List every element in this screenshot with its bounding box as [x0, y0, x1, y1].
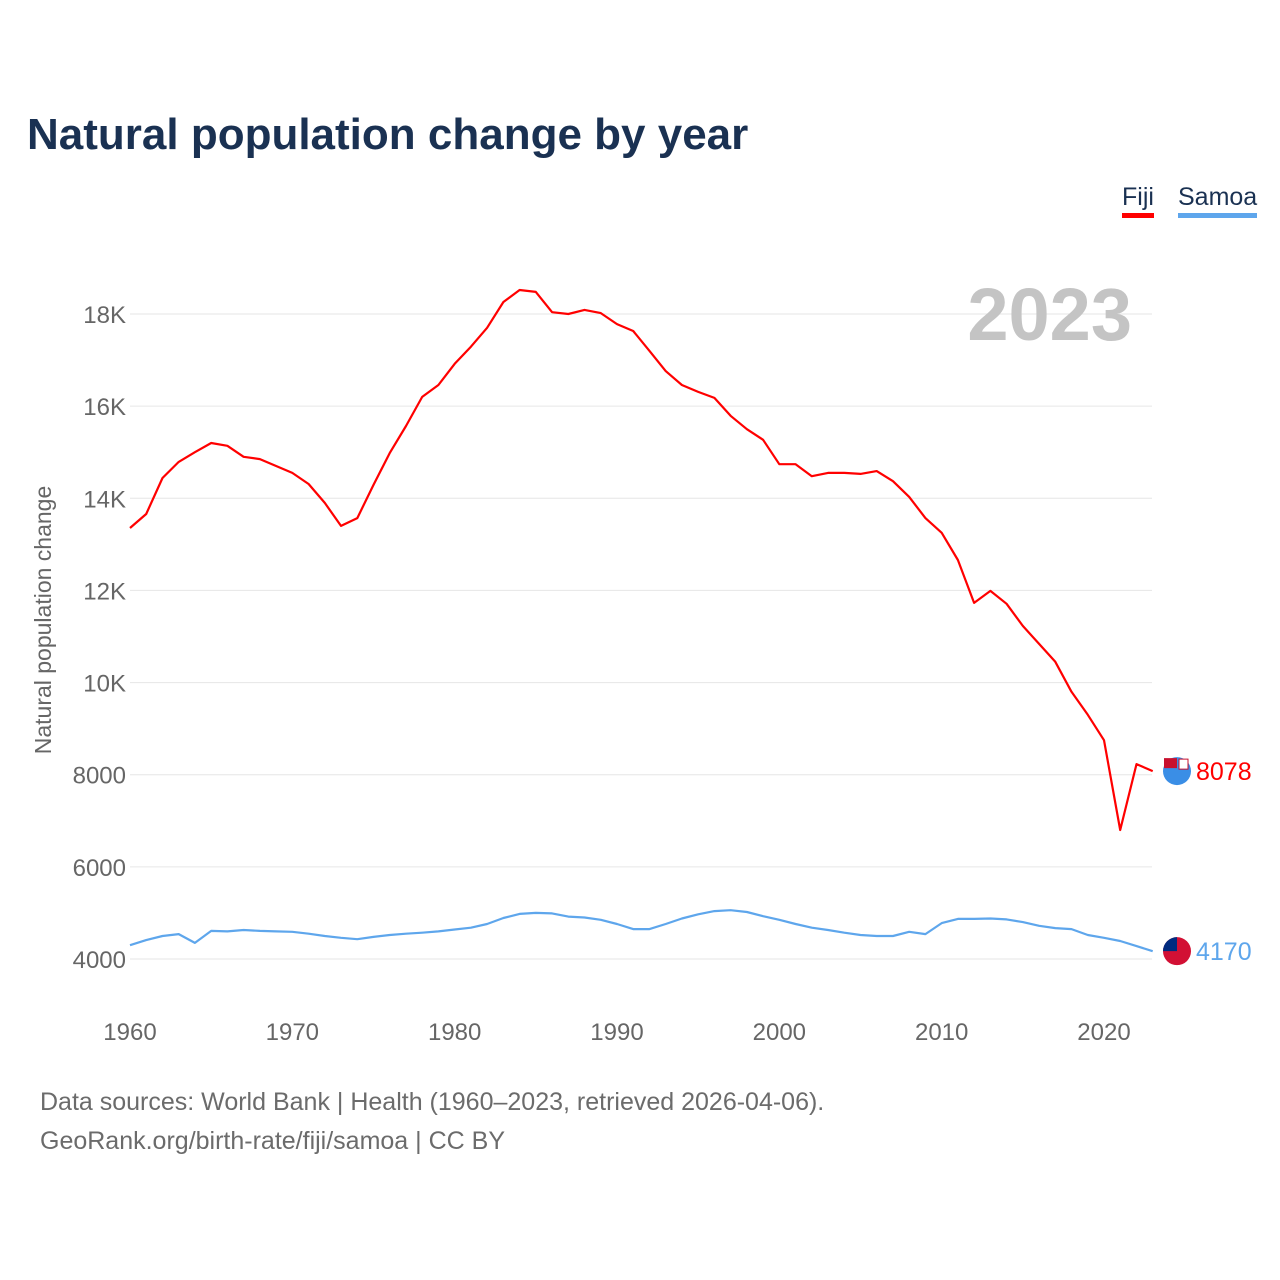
- footer-sources: Data sources: World Bank | Health (1960–…: [40, 1088, 825, 1116]
- y-tick-label: 8000: [73, 763, 126, 790]
- end-label-fiji: 8078: [1196, 758, 1252, 786]
- x-tick-label: 1980: [428, 1019, 481, 1046]
- x-tick-label: 2020: [1077, 1019, 1130, 1046]
- year-watermark: 2023: [967, 273, 1132, 356]
- y-tick-label: 18K: [83, 302, 126, 329]
- legend-item-samoa[interactable]: Samoa: [1178, 183, 1258, 218]
- x-tick-label: 1970: [266, 1019, 319, 1046]
- flag-shield: [1178, 758, 1189, 770]
- end-label-samoa: 4170: [1196, 938, 1252, 966]
- y-tick-label: 10K: [83, 671, 126, 698]
- legend-swatch-fiji: [1122, 213, 1154, 218]
- x-tick-label: 1990: [590, 1019, 643, 1046]
- legend-label-fiji: Fiji: [1122, 183, 1154, 211]
- x-tick-label: 1960: [103, 1019, 156, 1046]
- footer-link[interactable]: GeoRank.org/birth-rate/fiji/samoa | CC B…: [40, 1127, 506, 1155]
- flag-icon-fiji: [1163, 757, 1191, 786]
- x-tick-label: 2000: [753, 1019, 806, 1046]
- series-line-fiji: [129, 288, 1154, 832]
- y-tick-label: 4000: [73, 947, 126, 974]
- legend-swatch-samoa: [1178, 213, 1258, 218]
- y-tick-label: 6000: [73, 855, 126, 882]
- legend-item-fiji[interactable]: Fiji: [1122, 183, 1154, 218]
- chart-title: Natural population change by year: [27, 110, 749, 159]
- flag-canton: [1163, 937, 1177, 952]
- legend-label-samoa: Samoa: [1178, 183, 1258, 211]
- y-axis-label: Natural population change: [30, 486, 56, 755]
- series-line-samoa: [129, 909, 1154, 953]
- flag-union-jack: [1164, 758, 1177, 769]
- flag-icon-samoa: [1163, 937, 1191, 966]
- y-tick-label: 14K: [83, 486, 126, 513]
- y-tick-label: 16K: [83, 394, 126, 421]
- y-tick-label: 12K: [83, 578, 126, 605]
- x-tick-label: 2010: [915, 1019, 968, 1046]
